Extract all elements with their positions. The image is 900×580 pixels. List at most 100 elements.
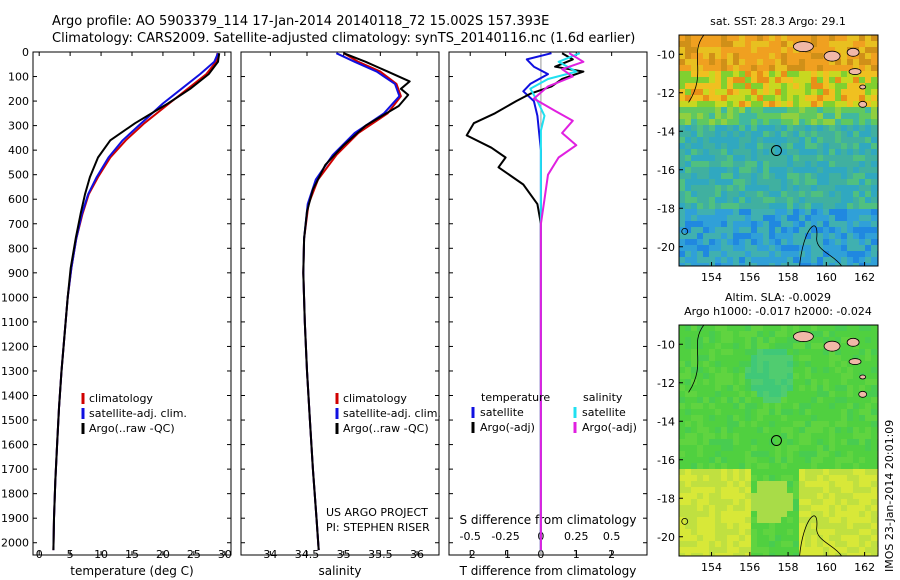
map-cell — [769, 535, 776, 542]
map-cell — [739, 505, 746, 512]
map-cell — [679, 421, 686, 428]
map-cell — [817, 517, 824, 524]
map-cell — [679, 185, 686, 192]
map-cell — [679, 463, 686, 470]
map-cell — [679, 209, 686, 216]
map-cell — [859, 173, 866, 180]
map-cell — [691, 445, 698, 452]
map-cell — [691, 125, 698, 132]
map-cell — [847, 505, 854, 512]
map-cell — [691, 355, 698, 362]
map-cell — [703, 487, 710, 494]
map-cell — [847, 445, 854, 452]
map-cell — [871, 113, 878, 120]
map-cell — [823, 233, 830, 240]
map-cell — [781, 47, 788, 54]
map-cell — [823, 125, 830, 132]
map-cell — [835, 101, 842, 108]
map-cell — [859, 221, 866, 228]
map-cell — [763, 385, 770, 392]
map-cell — [871, 385, 878, 392]
map-cell — [835, 119, 842, 126]
map-cell — [739, 245, 746, 252]
map-cell — [811, 367, 818, 374]
map-cell — [865, 373, 872, 380]
map-cell — [691, 59, 698, 66]
map-cell — [811, 457, 818, 464]
map-cell — [859, 421, 866, 428]
map-cell — [823, 493, 830, 500]
map-cell — [697, 215, 704, 222]
map-cell — [685, 215, 692, 222]
map-cell — [697, 197, 704, 204]
map-cell — [733, 343, 740, 350]
map-cell — [847, 433, 854, 440]
y-tick-label: 300 — [8, 120, 29, 133]
map-cell — [739, 155, 746, 162]
map-cell — [769, 143, 776, 150]
map-cell — [853, 475, 860, 482]
map-cell — [721, 553, 728, 556]
map-cell — [853, 505, 860, 512]
map-cell — [823, 137, 830, 144]
map-cell — [715, 523, 722, 530]
map-cell — [751, 113, 758, 120]
map-cell — [679, 155, 686, 162]
x-tick-label: -2 — [465, 548, 476, 561]
map-cell — [775, 397, 782, 404]
map-cell — [739, 95, 746, 102]
map-cell — [829, 325, 836, 332]
map-cell — [703, 119, 710, 126]
map-cell — [871, 415, 878, 422]
y-tick-label: -20 — [657, 241, 675, 254]
map-cell — [841, 541, 848, 548]
map-cell — [799, 191, 806, 198]
map-cell — [757, 185, 764, 192]
map-cell — [745, 197, 752, 204]
map-cell — [865, 361, 872, 368]
map-cell — [811, 553, 818, 556]
map-cell — [871, 239, 878, 246]
map-cell — [823, 95, 830, 102]
map-cell — [811, 415, 818, 422]
map-cell — [703, 421, 710, 428]
map-cell — [811, 421, 818, 428]
map-cell — [787, 191, 794, 198]
map-cell — [829, 409, 836, 416]
map-cell — [709, 155, 716, 162]
map-cell — [733, 143, 740, 150]
map-cell — [733, 239, 740, 246]
map-cell — [763, 391, 770, 398]
map-cell — [757, 245, 764, 252]
map-cell — [847, 547, 854, 554]
map-cell — [691, 451, 698, 458]
map-cell — [865, 125, 872, 132]
map-cell — [829, 41, 836, 48]
map-cell — [859, 71, 866, 78]
map-field-cells — [679, 35, 878, 266]
map-cell — [709, 215, 716, 222]
map-cell — [745, 167, 752, 174]
map-cell — [739, 209, 746, 216]
map-cell — [841, 487, 848, 494]
map-cell — [715, 263, 722, 266]
map-cell — [751, 233, 758, 240]
map-cell — [829, 59, 836, 66]
map-cell — [715, 505, 722, 512]
map-cell — [745, 523, 752, 530]
x-tick-label: 154 — [701, 271, 722, 284]
map-cell — [793, 107, 800, 114]
map-cell — [865, 499, 872, 506]
legend-label: climatology — [89, 392, 153, 405]
map-cell — [751, 119, 758, 126]
map-cell — [763, 185, 770, 192]
map-cell — [793, 523, 800, 530]
map-cell — [697, 475, 704, 482]
map-cell — [847, 65, 854, 72]
map-cell — [721, 47, 728, 54]
map-frame — [678, 34, 879, 267]
map-cell — [685, 107, 692, 114]
map-cell — [871, 367, 878, 374]
map-cell — [811, 221, 818, 228]
map-cell — [715, 391, 722, 398]
